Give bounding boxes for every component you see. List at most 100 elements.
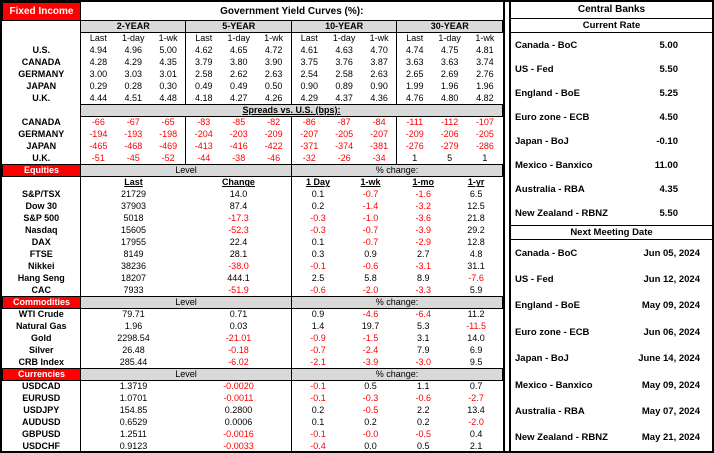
cell-value: 4.35 xyxy=(159,57,177,67)
cell-value: 2.65 xyxy=(396,68,433,81)
cell-value: -0.3 xyxy=(362,393,379,403)
cell-value: -465 xyxy=(89,141,108,151)
col-header: 1-day xyxy=(227,33,250,44)
cell-value: -67 xyxy=(126,117,140,128)
col-header-1yr: 1-yr xyxy=(467,177,485,188)
row-label: JAPAN xyxy=(2,80,81,93)
cell-value: 2.76 xyxy=(476,69,494,79)
cell-value: -85 xyxy=(232,117,246,128)
cell-value: 2.69 xyxy=(440,69,459,79)
row-label: EURUSD xyxy=(2,392,81,405)
table-row: AUDUSD 0.6529 0.0006 0.1 0.2 0.2 -2.0 xyxy=(2,416,503,429)
cell-value: May 07, 2024 xyxy=(641,405,700,417)
cell-value: 22.4 xyxy=(229,237,248,247)
cell-value: 0.90 xyxy=(370,81,388,91)
row-label: U.K. xyxy=(2,92,81,105)
cell-value: -65 xyxy=(161,117,175,128)
cell-value: 0.6529 xyxy=(119,417,148,427)
cell-value: 38236 xyxy=(120,261,146,271)
cell-value: -52 xyxy=(161,152,175,163)
cell-value: 17955 xyxy=(120,237,146,247)
cell-value: May 09, 2024 xyxy=(641,300,700,312)
table-row: EURUSD 1.0701 -0.0011 -0.1 -0.3 -0.6 -2.7 xyxy=(2,392,503,405)
row-label: Nasdaq xyxy=(2,224,81,237)
section-label-fixed-income: Fixed Income xyxy=(2,2,81,21)
central-banks-panel: Central Banks Current Rate Canada - BoC 5… xyxy=(509,2,712,451)
cell-value: -205 xyxy=(475,129,494,139)
cell-value: 19.7 xyxy=(361,321,380,331)
cell-value: 21.8 xyxy=(467,213,485,223)
cell-value: 4.37 xyxy=(335,92,353,103)
cell-value: -276 xyxy=(396,140,433,153)
cell-value: 1.2511 xyxy=(120,429,147,439)
cell-value: -46 xyxy=(267,152,281,163)
cell-value: -82 xyxy=(267,117,281,128)
cell-value: -422 xyxy=(264,141,283,151)
cell-value: -0.0011 xyxy=(223,393,254,403)
cell-value: 1.0701 xyxy=(119,393,148,403)
cell-value: -2.1 xyxy=(290,356,345,369)
table-row: Dow 30 37903 87.4 0.2 -1.4 -3.2 12.5 xyxy=(2,200,503,213)
cell-value: 4.76 xyxy=(396,92,433,105)
currencies-rows: USDCAD 1.3719 -0.0020 -0.1 0.5 1.1 0.7 EURUSD 1.… xyxy=(2,380,503,453)
cell-value: 4.81 xyxy=(476,45,494,55)
cell-value: -66 xyxy=(91,117,105,128)
cell-value: 3.00 xyxy=(89,69,108,79)
cell-value: -0.6 xyxy=(415,393,432,403)
cell-value: -1.5 xyxy=(362,333,379,343)
cell-value: 12.8 xyxy=(467,237,485,247)
cell-value: -0.9 xyxy=(290,332,345,345)
cell-value: 4.80 xyxy=(440,92,459,103)
market-data-panel: Fixed Income Government Yield Curves (%)… xyxy=(2,2,505,453)
cell-value: -2.0 xyxy=(362,284,379,295)
cell-value: -26 xyxy=(337,152,351,163)
table-row: Australia - RBA May 07, 2024 xyxy=(511,398,712,424)
cell-value: 3.79 xyxy=(185,56,222,69)
table-row: CANADA 4.28 4.29 4.35 3.79 3.80 3.90 3.75 3.76 3.… xyxy=(2,56,503,69)
table-row: USDJPY 154.85 0.2800 0.2 -0.5 2.2 13.4 xyxy=(2,404,503,417)
central-banks-title: Central Banks xyxy=(511,2,712,19)
cell-value: -0.3 xyxy=(290,212,345,225)
row-label: U.S. xyxy=(2,44,81,57)
cell-value: 4.50 xyxy=(659,111,679,123)
col-header-change: Change xyxy=(221,177,255,188)
cell-value: -279 xyxy=(440,141,459,151)
cell-value: 0.0 xyxy=(364,441,377,451)
col-header: Last xyxy=(185,32,222,45)
cell-value: 0.29 xyxy=(89,81,108,91)
cell-value: -0.0020 xyxy=(223,381,254,392)
tenor-30year: 30-YEAR xyxy=(396,20,503,33)
cell-value: 2.62 xyxy=(229,69,248,79)
cell-value: 2.7 xyxy=(417,249,430,259)
table-row: U.K. 4.44 4.51 4.48 4.18 4.27 4.26 4.29 4.37 4.36… xyxy=(2,92,503,105)
equities-header-row: Equities Level % change: xyxy=(2,164,504,177)
row-label: JAPAN xyxy=(2,140,81,153)
next-meeting-rows: Canada - BoC Jun 05, 2024 US - Fed Jun 12, … xyxy=(511,240,712,451)
cell-value: 444.1 xyxy=(227,273,250,283)
cell-value: 4.36 xyxy=(370,92,388,103)
table-row: Canada - BoC 5.00 xyxy=(511,33,712,57)
table-row: Nasdaq 15605 -52.3 -0.3 -0.7 -3.9 29.2 xyxy=(2,224,503,237)
table-row: New Zealand - RBNZ May 21, 2024 xyxy=(511,425,712,451)
equities-rows: S&P/TSX 21729 14.0 0.1 -0.7 -1.6 6.5 Dow 30 3790… xyxy=(2,188,503,297)
cell-value: 4.44 xyxy=(89,92,108,103)
cell-value: 3.87 xyxy=(370,57,388,67)
table-row: U.K. -51 -45 -52 -44 -38 -46 -32 -26 -34 1 5 1 xyxy=(2,152,503,165)
cell-value: 3.90 xyxy=(264,57,283,67)
cell-value: 5.00 xyxy=(159,45,177,55)
cell-value: -112 xyxy=(440,117,459,128)
col-header: Last xyxy=(290,32,327,45)
row-label: US - Fed xyxy=(515,63,554,75)
table-row: Mexico - Banxico May 09, 2024 xyxy=(511,372,712,398)
cell-value: 12.5 xyxy=(467,201,485,211)
cell-value: 0.28 xyxy=(124,81,142,91)
cell-value: Jun 05, 2024 xyxy=(643,247,700,259)
col-header: 1-wk xyxy=(475,33,495,44)
col-header-1day: 1 Day xyxy=(290,176,345,189)
cell-value: 15605 xyxy=(120,225,146,235)
cell-value: 3.75 xyxy=(290,56,327,69)
row-label: GBPUSD xyxy=(2,428,81,441)
pct-change-header: % change: xyxy=(290,164,504,177)
row-label: Euro zone - ECB xyxy=(515,111,590,123)
